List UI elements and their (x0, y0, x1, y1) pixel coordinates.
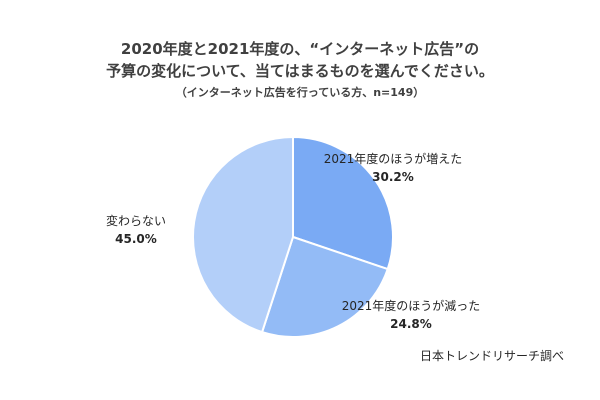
pie-slice-unchanged (191, 135, 294, 334)
chart-title-line1: 2020年度と2021年度の、“インターネット広告”の (120, 40, 480, 58)
chart-title-line2: 予算の変化について、当てはまるものを選んでください。 (106, 62, 494, 80)
slice-label-increased: 2021年度のほうが増えた 30.2% (318, 150, 468, 186)
slice-label-decreased: 2021年度のほうが減った 24.8% (336, 297, 486, 333)
slice-name-decreased: 2021年度のほうが減った (341, 299, 481, 313)
slice-value-decreased: 24.8% (390, 317, 432, 331)
slice-name-unchanged: 変わらない (105, 214, 166, 228)
pie-slice-decreased (260, 235, 389, 338)
slice-value-increased: 30.2% (372, 170, 414, 184)
slice-value-unchanged: 45.0% (115, 232, 157, 246)
chart-subtitle: （インターネット広告を行っている方、n=149） (175, 86, 425, 99)
source-note: 日本トレンドリサーチ調べ (419, 349, 564, 363)
slice-label-unchanged: 変わらない 45.0% (96, 212, 176, 248)
slice-name-increased: 2021年度のほうが増えた (323, 152, 463, 166)
pie-slice-increased (292, 135, 394, 271)
